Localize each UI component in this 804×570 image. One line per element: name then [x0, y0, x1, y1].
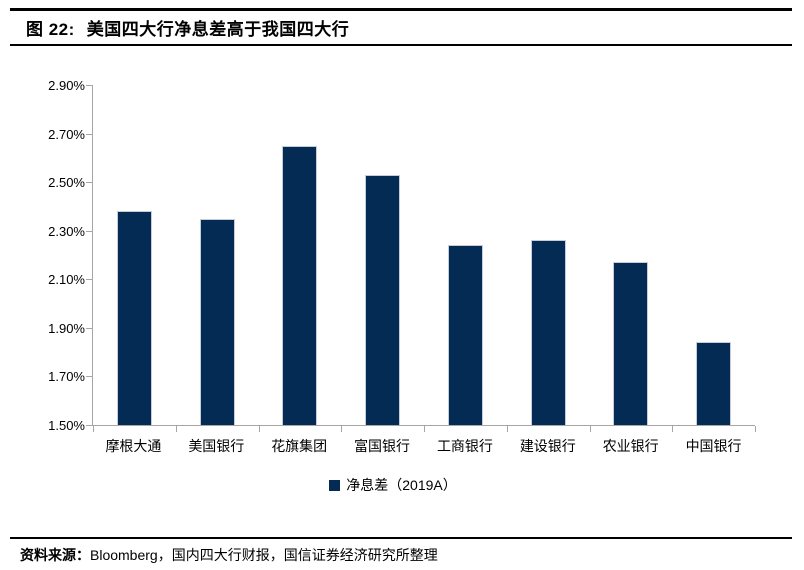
figure-title-text: 美国四大行净息差高于我国四大行: [86, 19, 350, 39]
bar-摩根大通: [116, 211, 152, 425]
bar-中国银行: [696, 342, 732, 425]
x-axis-tick: [93, 426, 94, 432]
x-axis-label: 农业银行: [602, 438, 659, 454]
bar-cell: [672, 85, 755, 425]
y-axis-label: 2.50%: [48, 175, 85, 191]
source-note: 资料来源：Bloomberg，国内四大行财报，国信证券经济研究所整理: [20, 545, 438, 565]
y-axis-tick: [86, 425, 92, 426]
y-axis-tick: [86, 327, 92, 329]
bar-cell: [590, 85, 673, 425]
chart-legend: 净息差（2019A）: [30, 475, 756, 495]
figure-number-label: 图 22:: [26, 19, 75, 39]
x-axis-label: 工商银行: [436, 438, 493, 454]
bar-cell: [341, 85, 424, 425]
bar-美国银行: [199, 218, 235, 425]
x-axis-tick: [424, 426, 425, 432]
bar-建设银行: [530, 240, 566, 425]
y-axis-label: 2.70%: [48, 126, 85, 142]
x-axis-labels: 摩根大通 美国银行 花旗集团 富国银行 工商银行 建设银行 农业银行 中国银行: [92, 436, 755, 456]
y-axis-tick: [86, 376, 92, 378]
x-axis-tick: [258, 426, 260, 432]
legend-swatch-icon: [329, 480, 341, 491]
x-axis-label: 美国银行: [188, 438, 245, 454]
y-axis-label: 2.10%: [48, 272, 85, 288]
bar-工商银行: [447, 245, 483, 425]
x-axis-tick: [175, 426, 177, 432]
y-axis-label: 1.70%: [48, 369, 85, 385]
y-axis-tick: [86, 85, 92, 86]
bar-农业银行: [613, 262, 649, 425]
y-axis-tick: [86, 279, 92, 281]
bar-花旗集团: [282, 145, 318, 425]
x-axis-tick: [672, 426, 674, 432]
y-axis-tick: [86, 230, 92, 232]
y-axis-label: 2.30%: [48, 223, 85, 239]
legend-label: 净息差（2019A）: [346, 477, 457, 493]
plot-area: [86, 85, 756, 432]
title-bottom-rule: [10, 44, 792, 46]
x-axis-label: 摩根大通: [105, 438, 162, 454]
source-label: 资料来源：: [20, 547, 90, 563]
bar-cell: [93, 85, 176, 425]
figure-title: 图 22: 美国四大行净息差高于我国四大行: [26, 15, 349, 39]
y-axis-label: 2.90%: [48, 78, 85, 93]
y-axis-labels: 2.90% 2.70% 2.50% 2.30% 2.10% 1.90% 1.70% 1.50%: [0, 78, 85, 433]
x-axis-tick: [589, 426, 591, 432]
y-axis-tick: [86, 133, 92, 135]
y-axis-label: 1.90%: [48, 320, 85, 336]
bar-cell: [176, 85, 259, 425]
x-axis-label: 花旗集团: [271, 438, 328, 454]
x-axis-tick: [755, 426, 756, 432]
x-axis-label: 中国银行: [685, 438, 742, 454]
x-axis-tick: [341, 426, 343, 432]
source-text: Bloomberg，国内四大行财报，国信证券经济研究所整理: [90, 547, 438, 563]
x-axis-tick: [506, 426, 508, 432]
bar-cell: [259, 85, 342, 425]
title-top-rule: [10, 8, 792, 11]
x-axis-label: 建设银行: [519, 438, 576, 454]
bar-富国银行: [365, 174, 401, 425]
bar-cell: [507, 85, 590, 425]
y-axis-label: 1.50%: [48, 418, 85, 433]
footer-rule: [10, 537, 792, 539]
y-axis-tick: [86, 182, 92, 184]
bar-cell: [424, 85, 507, 425]
x-axis-label: 富国银行: [354, 438, 411, 454]
